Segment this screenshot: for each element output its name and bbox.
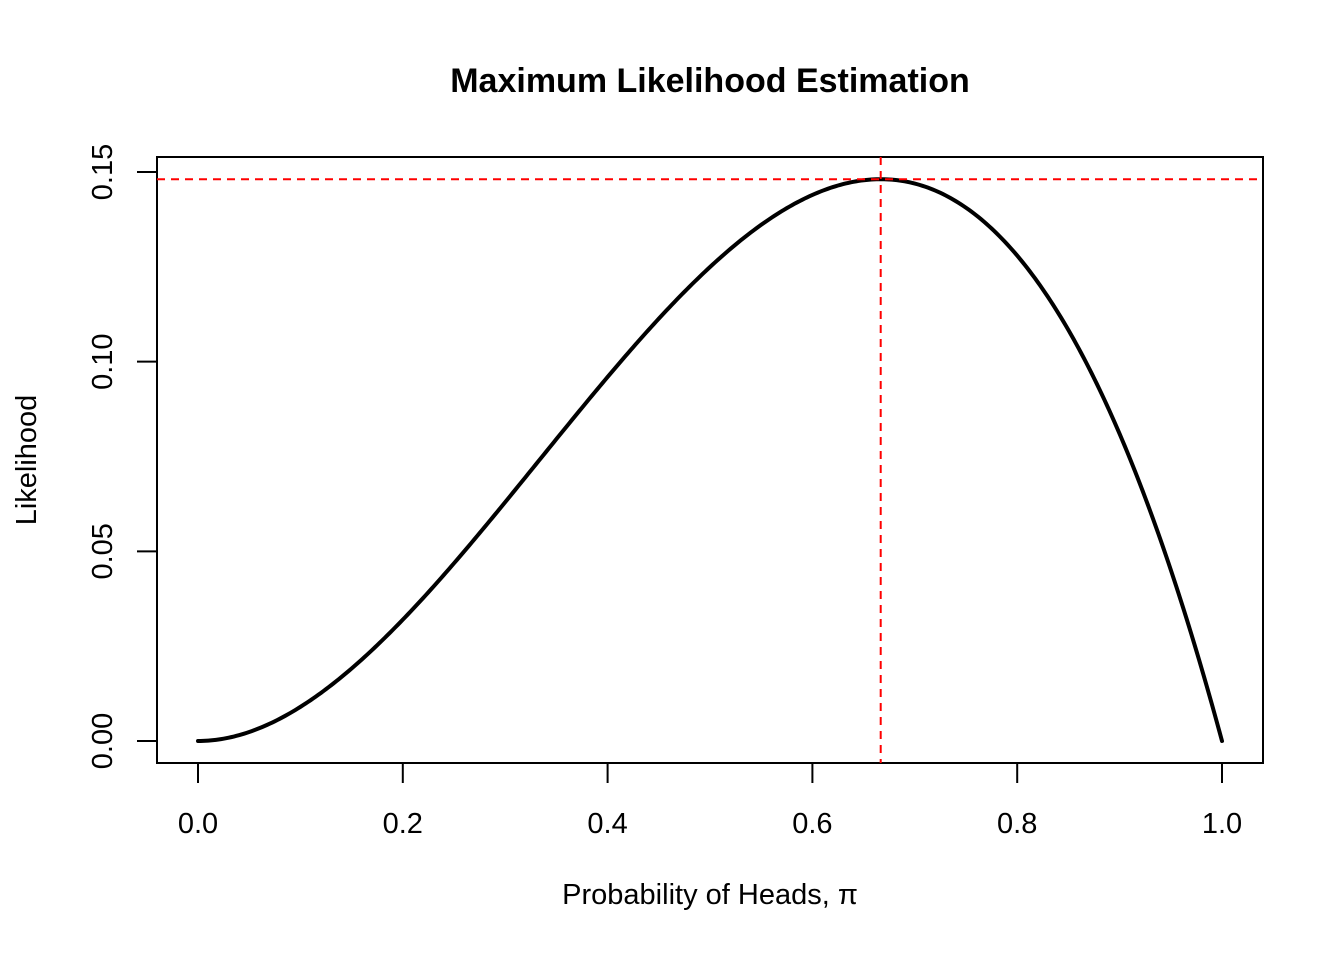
y-tick-label: 0.05 <box>87 523 119 579</box>
mle-reference-lines <box>157 157 1263 763</box>
x-tick-label: 1.0 <box>1202 808 1242 840</box>
y-tick-label: 0.10 <box>87 333 119 389</box>
chart-title: Maximum Likelihood Estimation <box>450 62 970 100</box>
x-tick-label: 0.4 <box>587 808 627 840</box>
x-tick-label: 0.0 <box>178 808 218 840</box>
y-axis: 0.00 0.05 0.10 0.15 <box>87 144 158 769</box>
y-tick-label: 0.15 <box>87 144 119 200</box>
x-axis: 0.0 0.2 0.4 0.6 0.8 1.0 <box>178 762 1242 840</box>
x-axis-label: Probability of Heads, π <box>562 879 858 911</box>
y-tick-label: 0.00 <box>87 713 119 769</box>
plot-frame <box>156 156 1264 764</box>
x-tick-label: 0.6 <box>792 808 832 840</box>
likelihood-curve <box>196 177 1224 743</box>
x-tick-label: 0.2 <box>383 808 423 840</box>
series-layer <box>196 177 1224 743</box>
y-axis-label: Likelihood <box>11 395 43 526</box>
x-tick-label: 0.8 <box>997 808 1037 840</box>
